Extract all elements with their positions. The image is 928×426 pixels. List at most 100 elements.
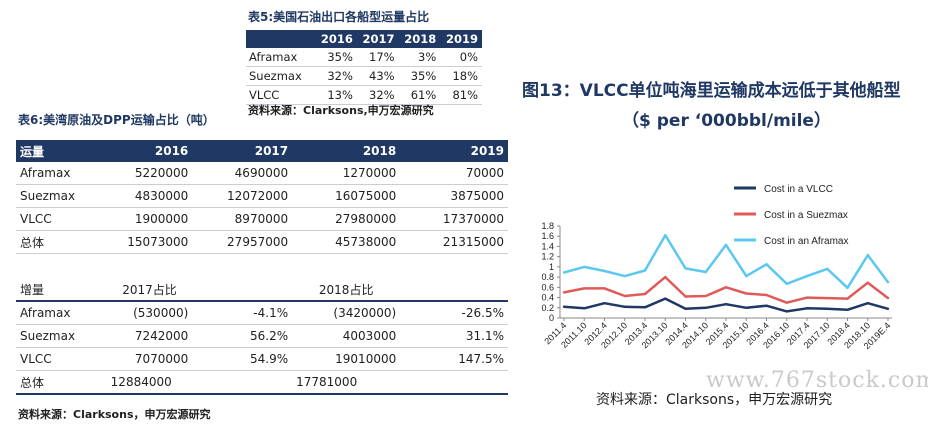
table6-cell: 4690000 — [192, 162, 293, 185]
table6-header-cell: 2017 — [192, 140, 293, 162]
table6-row: 总体 15073000 27957000 45738000 21315000 — [16, 230, 508, 254]
table5-header-cell: 2018 — [398, 30, 441, 48]
figure-source: 资料来源：Clarksons，申万宏源研究 — [596, 392, 833, 408]
table6-cell: 1270000 — [292, 162, 401, 185]
data-point — [704, 306, 707, 309]
data-point — [765, 304, 768, 307]
table6-cell: 15073000 — [106, 230, 193, 254]
table6-sub-header-cell: 2017占比 — [106, 278, 193, 302]
data-point — [562, 291, 566, 294]
table5-header-cell: 2019 — [440, 30, 482, 48]
table6-cell: -26.5% — [400, 301, 508, 325]
table6-cell: 5220000 — [106, 162, 193, 185]
data-point — [664, 234, 667, 237]
table6-cell: Suezmax — [16, 184, 107, 208]
data-point — [623, 294, 626, 298]
figure-unit: （$ per ‘000bbl/mile） — [622, 111, 831, 131]
data-point — [704, 270, 707, 274]
table5-cell: 0% — [440, 48, 482, 67]
table6-cell: 7242000 — [106, 324, 193, 348]
table6-cell: 16075000 — [292, 184, 401, 208]
y-tick-label: 0.4 — [541, 293, 554, 303]
table6-source: 资料来源：Clarksons，申万宏源研究 — [18, 408, 211, 421]
table5-cell: 13% — [315, 85, 357, 105]
table6-cell: 12072000 — [192, 184, 293, 208]
table6-header-cell: 2019 — [400, 140, 508, 162]
table6-row: VLCC 1900000 8970000 27980000 17370000 — [16, 207, 508, 231]
data-point — [765, 263, 768, 266]
data-point — [745, 274, 748, 278]
table6-cell: 3875000 — [400, 184, 508, 208]
data-point — [643, 306, 647, 309]
table6-cell: Aframax — [16, 301, 107, 325]
table6-cell: 21315000 — [400, 230, 508, 254]
data-point — [583, 287, 586, 290]
table6-sub-row: VLCC 7070000 54.9% 19010000 147.5% — [16, 347, 508, 371]
table6-row: Aframax 5220000 4690000 1270000 70000 — [16, 162, 508, 185]
data-point — [603, 287, 606, 290]
table6-header-cell: 2016 — [106, 140, 193, 162]
y-tick-label: 0 — [549, 313, 554, 323]
table5-cell: 35% — [398, 66, 441, 86]
table6-cell: 17781000 — [292, 370, 401, 395]
table6-cell: 总体 — [16, 230, 107, 254]
data-point — [805, 274, 809, 278]
data-point — [826, 267, 829, 271]
table6-cell: 19010000 — [292, 347, 401, 371]
y-tick-label: 1.6 — [541, 231, 554, 241]
data-point — [785, 301, 788, 304]
table6-cell: Aframax — [16, 162, 107, 185]
table6-sub-header: 增量 2017占比 2018占比 — [16, 278, 508, 302]
table5-cell: 81% — [440, 85, 482, 105]
table5-cell: 17% — [356, 48, 399, 67]
table5-cell: Aframax — [246, 48, 316, 67]
table6-cell: 54.9% — [192, 347, 293, 371]
table5-cell: 43% — [356, 66, 399, 86]
data-point — [583, 265, 586, 269]
table6-cell: (530000) — [106, 301, 193, 325]
data-point — [603, 301, 606, 305]
table6-cell: 12884000 — [106, 370, 193, 395]
table5-header-cell — [246, 30, 316, 48]
y-tick-label: 0.8 — [541, 272, 554, 282]
data-point — [745, 292, 748, 295]
data-point — [846, 286, 849, 290]
y-tick-label: 1.4 — [541, 241, 554, 251]
data-point — [846, 297, 849, 300]
table6-cell: -4.1% — [192, 301, 293, 325]
table5-title: 表5:美国石油出口各船型运量占比 — [248, 10, 430, 24]
data-point — [886, 296, 890, 300]
data-point — [785, 310, 788, 313]
table5: 2016 2017 2018 2019 Aframax 35% 17% 3% 0% Suezma… — [246, 30, 482, 105]
table6-cell: 147.5% — [400, 347, 508, 371]
data-point — [785, 282, 788, 285]
data-point — [704, 294, 707, 298]
data-point — [684, 267, 687, 270]
table6-cell: VLCC — [16, 347, 107, 371]
data-point — [826, 307, 829, 310]
y-tick-label: 1.2 — [541, 252, 554, 262]
table6-title: 表6:美湾原油及DPP运输占比（吨） — [18, 113, 215, 127]
table6-cell: 1900000 — [106, 207, 193, 231]
table6-sub-row: Aframax (530000) -4.1% (3420000) -26.5% — [16, 301, 508, 325]
legend-label: Cost in a Suezmax — [764, 210, 848, 221]
data-point — [623, 274, 626, 278]
data-point — [664, 297, 667, 300]
table5-cell: 3% — [398, 48, 441, 67]
table6-sub-header-cell: 增量 — [16, 278, 107, 302]
table6-cell: 31.1% — [400, 324, 508, 348]
table6-header-cell: 2018 — [292, 140, 401, 162]
data-point — [866, 281, 869, 284]
table5-source: 资料来源：Clarksons,申万宏源研究 — [248, 104, 434, 117]
table6-cell: 56.2% — [192, 324, 293, 348]
data-point — [684, 295, 687, 298]
table5-row: Suezmax 32% 43% 35% 18% — [246, 66, 482, 86]
table6-cell: 27957000 — [192, 230, 293, 254]
data-point — [886, 281, 890, 284]
table6-spacer — [16, 254, 508, 279]
data-point — [805, 307, 809, 310]
data-point — [603, 269, 606, 273]
data-point — [745, 306, 748, 309]
table6-cell: 7070000 — [106, 347, 193, 371]
data-point — [643, 269, 647, 272]
